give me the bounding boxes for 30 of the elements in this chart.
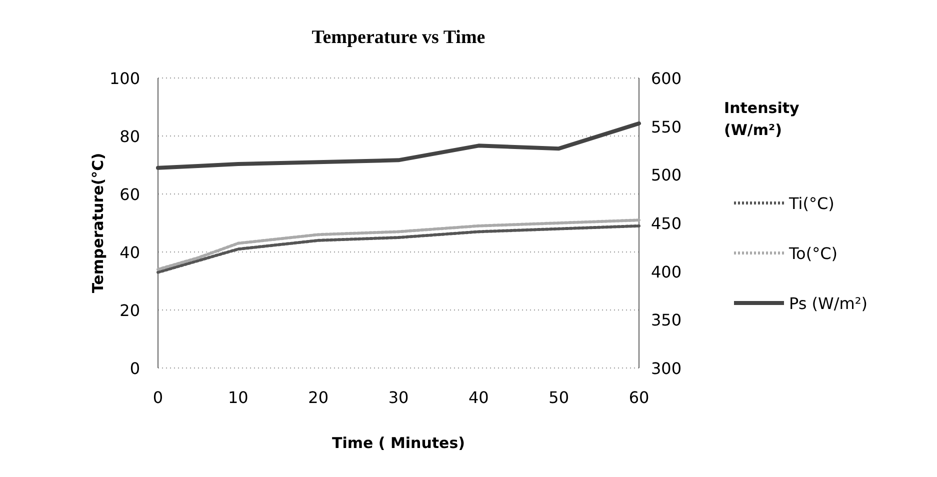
y-tick-label: 100 [109,69,140,88]
y-tick-label: 0 [130,359,140,378]
legend-label: Ps (W/m²) [789,294,868,313]
y2-tick-label: 500 [651,166,682,185]
x-axis-title: Time ( Minutes) [332,434,466,452]
x-tick-label: 50 [548,388,570,407]
legend-label: Ti(°C) [788,194,834,213]
y2-tick-label: 400 [651,262,682,282]
legend-label: To(°C) [788,244,838,263]
y-tick-label: 60 [120,185,140,204]
x-tick-label: 10 [228,388,248,407]
x-tick-label: 30 [388,388,409,407]
x-tick-label: 40 [468,388,489,407]
line-series [156,218,640,271]
y-axis-title: Temperature(°C) [89,152,107,294]
y2-axis-title: Intensity (W/m²) [724,99,800,139]
y2-tick-label: 350 [651,310,682,330]
y2-tick-label: 450 [651,214,682,233]
y-tick-label: 20 [120,301,140,320]
y-tick-label: 80 [120,127,140,146]
y2-tick-label: 300 [651,359,682,378]
x-tick-label: 0 [152,388,164,407]
y-tick-label: 40 [120,243,140,262]
y2-tick-label: 550 [651,117,682,136]
chart-title: Temperature vs Time [312,27,486,48]
line-series [156,121,641,170]
x-tick-label: 60 [628,388,650,407]
line-series [156,224,640,274]
x-tick-label: 20 [308,388,329,407]
y2-tick-label: 600 [651,69,682,88]
